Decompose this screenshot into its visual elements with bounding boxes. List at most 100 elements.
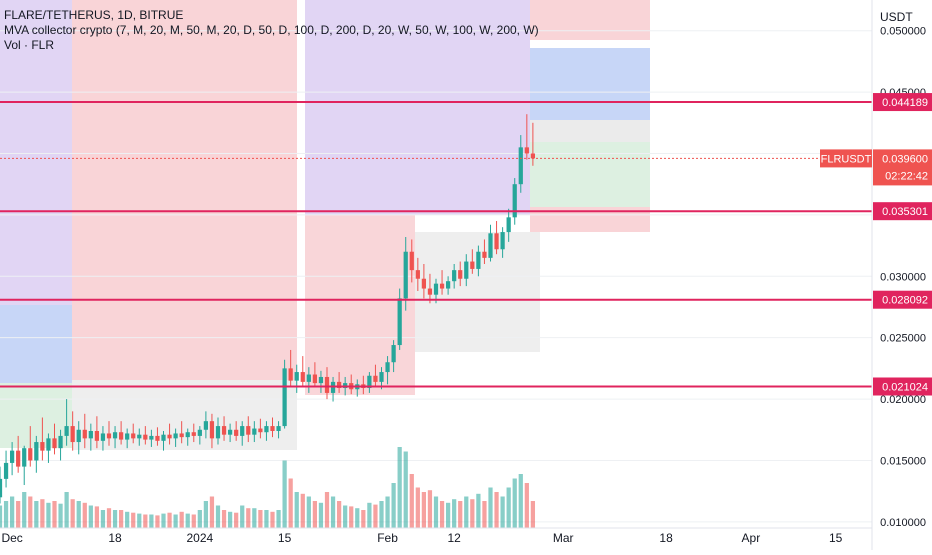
candle-body <box>46 438 51 451</box>
candle-body <box>125 433 130 440</box>
volume-bar <box>40 499 45 528</box>
volume-bar <box>64 492 69 528</box>
volume-bar <box>112 510 118 528</box>
volume-bar <box>34 501 39 528</box>
volume-bar <box>149 514 154 528</box>
candle-body <box>282 368 287 427</box>
current-price-tag <box>873 149 932 186</box>
candle-body <box>131 433 136 439</box>
level-price-tag-label: 0.021024 <box>882 381 928 393</box>
candle-body <box>137 434 142 439</box>
candle-body <box>88 430 93 439</box>
candle-body <box>234 429 239 436</box>
candle-body <box>179 433 184 438</box>
candle-body <box>512 184 517 218</box>
candle-body <box>415 270 420 279</box>
symbol-title[interactable]: FLARE/TETHERUS, 1D, BITRUE <box>4 8 184 22</box>
candle-body <box>433 283 439 295</box>
candle-body <box>500 232 505 250</box>
candle-body <box>312 374 318 384</box>
volume-bar <box>427 490 433 528</box>
volume-bar <box>203 501 209 528</box>
time-tick-label: 12 <box>447 531 461 545</box>
volume-bar <box>46 502 51 528</box>
fib-zone-right-blue <box>530 48 650 120</box>
volume-bar <box>167 512 172 528</box>
candle-body <box>270 426 275 431</box>
candle-body <box>155 435 160 441</box>
candle-body <box>276 426 281 431</box>
volume-bar <box>336 501 342 528</box>
volume-bar <box>240 505 245 528</box>
volume-bar <box>143 514 148 528</box>
symbol-tag-label: FLRUSDT <box>821 153 872 165</box>
volume-bar <box>185 513 190 528</box>
fib-zone-mid-gray <box>72 380 297 450</box>
chart-legend: FLARE/TETHERUS, 1D, BITRUE MVA collector… <box>4 8 539 53</box>
fib-zone-feb-purple <box>305 0 415 215</box>
candle-body <box>264 426 269 433</box>
volume-bar <box>494 492 499 528</box>
volume-bar <box>470 499 475 528</box>
time-tick-label: Feb <box>377 531 398 545</box>
volume-bar <box>445 502 451 528</box>
volume-bar <box>318 502 324 528</box>
candle-body <box>367 375 372 389</box>
volume-bar <box>518 474 523 528</box>
volume-bar <box>512 478 517 528</box>
volume-bar <box>530 501 536 528</box>
volume-indicator-title[interactable]: Vol · FLR <box>4 38 55 52</box>
volume-bar <box>500 496 505 528</box>
candle-body <box>294 372 299 381</box>
volume-bar <box>70 499 75 528</box>
time-tick-label: 2024 <box>186 531 213 545</box>
candle-body <box>336 381 342 389</box>
candle-body <box>246 426 251 435</box>
level-price-tag-label: 0.044189 <box>882 97 928 109</box>
candle-body <box>16 450 21 467</box>
ma-indicator-title[interactable]: MVA collector crypto (7, M, 20, M, 50, M… <box>4 23 539 37</box>
volume-bar <box>379 501 384 528</box>
volume-bar <box>506 487 511 528</box>
volume-bar <box>197 510 202 528</box>
volume-bar <box>294 492 299 528</box>
volume-bar <box>22 492 27 528</box>
price-tick-label: 0.030000 <box>880 271 926 283</box>
candle-body <box>373 375 378 382</box>
volume-bar <box>191 514 196 528</box>
candle-body <box>94 430 100 441</box>
candle-body <box>58 435 63 449</box>
candle-body <box>76 429 81 443</box>
candle-body <box>403 251 408 299</box>
volume-bar <box>234 512 239 528</box>
candle-body <box>506 217 511 233</box>
volume-bar <box>367 502 372 528</box>
candle-body <box>209 421 215 439</box>
candle-body <box>22 448 27 467</box>
candle-body <box>458 270 463 279</box>
volume-bar <box>288 478 293 528</box>
candle-body <box>524 147 529 154</box>
candle-body <box>445 281 451 289</box>
candle-body <box>173 433 178 439</box>
candle-body <box>118 432 124 440</box>
price-tick-label: 0.010000 <box>880 517 926 529</box>
volume-bar <box>349 506 354 528</box>
candle-body <box>215 426 221 439</box>
volume-bar <box>0 505 3 528</box>
fib-zone-mid-red <box>72 0 297 380</box>
volume-bar <box>227 511 233 528</box>
volume-bar <box>106 508 112 528</box>
volume-bar <box>58 503 63 528</box>
volume-bar <box>131 512 136 528</box>
candle-body <box>197 429 202 436</box>
level-price-tag <box>873 93 932 112</box>
volume-bar <box>252 508 257 528</box>
candle-body <box>143 434 148 440</box>
candle-body <box>34 442 39 461</box>
volume-bar <box>355 508 360 528</box>
volume-bar <box>94 506 100 528</box>
level-price-tag-label: 0.035301 <box>882 206 928 218</box>
candle-body <box>488 233 493 258</box>
